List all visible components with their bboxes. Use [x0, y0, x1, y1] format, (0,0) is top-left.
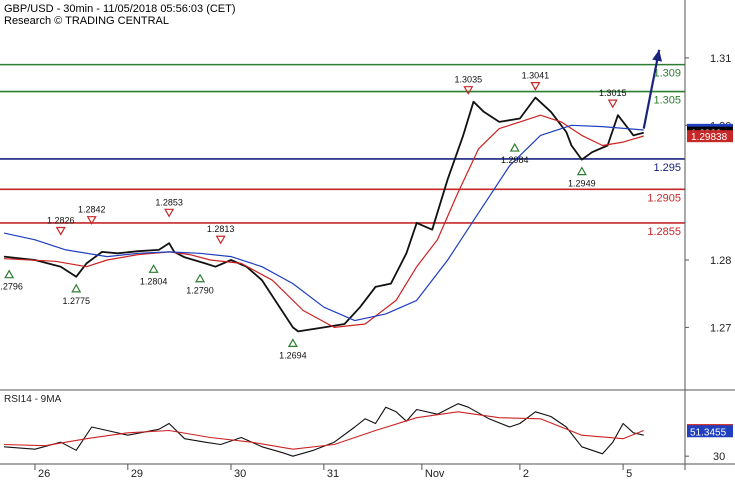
moving-average-line	[3, 114, 644, 328]
price-y-tick-label: 1.27	[710, 322, 731, 334]
key-level-label: 1.295	[653, 162, 681, 174]
swing-high-marker	[164, 208, 175, 218]
x-tick-label: 5	[626, 468, 632, 480]
price-line	[3, 96, 644, 333]
swing-low-label: 1.2949	[568, 179, 596, 189]
swing-high-marker	[55, 226, 66, 236]
swing-high-label: 1.2826	[47, 215, 75, 225]
swing-low-marker	[509, 142, 520, 152]
price-badge	[687, 130, 733, 143]
rsi-ma-line	[3, 411, 644, 450]
key-level-label: 1.309	[653, 68, 681, 80]
x-tick-label: Nov	[425, 468, 445, 480]
swing-low-marker	[4, 269, 15, 279]
swing-high-marker	[215, 235, 226, 245]
swing-high-label: 1.2813	[207, 224, 235, 234]
swing-low-marker	[148, 264, 159, 273]
moving-average-line	[3, 124, 644, 322]
swing-low-label: 1.2796	[0, 282, 23, 292]
swing-low-marker	[576, 166, 587, 176]
rsi-badge	[687, 425, 733, 438]
price-badge-label: 1.29838	[691, 132, 728, 143]
swing-high-label: 1.3015	[599, 88, 627, 98]
x-tick-label: 29	[131, 468, 143, 480]
swing-high-label: 1.2842	[78, 205, 106, 215]
x-tick-label: 31	[327, 468, 339, 480]
swing-low-label: 1.2775	[62, 296, 90, 306]
swing-high-label: 1.3041	[522, 71, 550, 81]
swing-low-label: 1.2984	[501, 155, 529, 165]
swing-high-label: 1.2853	[155, 197, 183, 207]
swing-high-marker	[86, 216, 97, 225]
swing-low-label: 1.2804	[140, 276, 168, 286]
projection-arrow-head	[652, 49, 662, 62]
rsi-badge-label: 51.3455	[690, 427, 727, 438]
swing-high-marker	[607, 99, 618, 109]
swing-high-marker	[463, 86, 474, 95]
swing-low-marker	[287, 338, 298, 348]
projection-arrow-line	[642, 49, 661, 129]
price-y-tick-label: 1.31	[710, 53, 731, 65]
swing-low-label: 1.2790	[186, 286, 214, 296]
swing-high-marker	[530, 82, 541, 91]
swing-low-marker	[195, 273, 206, 283]
rsi-panel-title: RSI14 - 9MA	[4, 394, 62, 405]
swing-low-marker	[71, 283, 82, 293]
chart-subtitle: Research © TRADING CENTRAL	[4, 15, 169, 27]
x-tick-label: 30	[234, 468, 246, 480]
rsi-y-tick-label: 30	[713, 451, 725, 463]
chart-title: GBP/USD - 30min - 11/05/2018 05:56:03 (C…	[4, 3, 236, 15]
swing-low-label: 1.2694	[279, 350, 307, 360]
price-y-tick-label: 1.28	[710, 255, 731, 267]
x-tick-label: 26	[38, 468, 50, 480]
key-level-label: 1.2905	[647, 192, 681, 204]
key-level-label: 1.2855	[647, 226, 681, 238]
swing-high-label: 1.3035	[455, 75, 483, 85]
key-level-label: 1.305	[653, 95, 681, 107]
x-tick-label: 2	[523, 468, 529, 480]
